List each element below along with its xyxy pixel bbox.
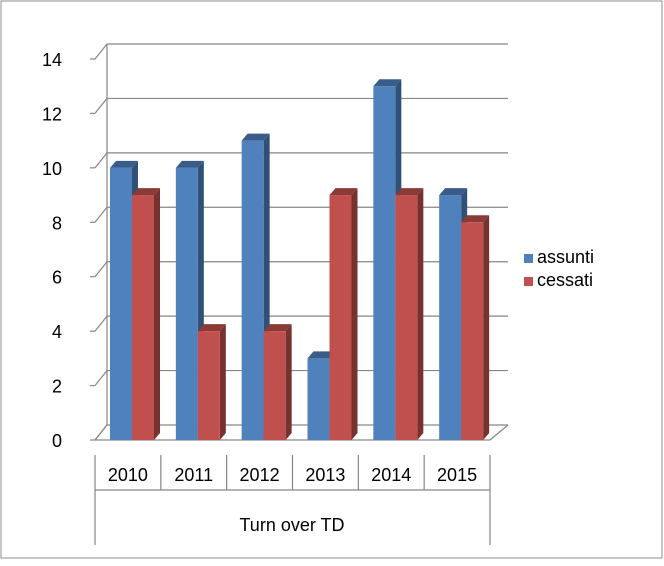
bar-front: [175, 167, 198, 440]
gridline-depth: [94, 43, 108, 60]
y-tick-label: 0: [52, 431, 62, 451]
bar-top: [329, 188, 358, 196]
bar-cessati-2014: [395, 188, 424, 440]
bar-side: [417, 188, 424, 440]
bar-side: [154, 188, 160, 440]
y-tick-label: 2: [52, 377, 62, 397]
y-tick-label: 8: [52, 213, 62, 233]
y-tick-label: 12: [42, 104, 62, 124]
gridline-depth: [94, 152, 108, 169]
y-tick-label: 14: [42, 50, 62, 70]
bar-top: [241, 133, 270, 141]
legend-label-assunti: assunti: [537, 247, 594, 267]
bar-top: [263, 324, 292, 332]
bar-cessati-2012: [263, 324, 292, 440]
bar-top: [110, 160, 138, 168]
bar-cessati-2013: [329, 188, 358, 440]
bar-front: [110, 167, 132, 440]
bar-side: [483, 215, 490, 440]
x-category-label: 2013: [305, 465, 345, 485]
bar-top: [197, 324, 226, 332]
legend-label-cessati: cessati: [537, 270, 593, 290]
bar-front: [439, 195, 462, 440]
bar-top: [132, 188, 160, 196]
gridline-depth: [94, 315, 108, 332]
category-table: Turn over TD 2010 2011 2012 2013 2014 2015: [94, 455, 491, 545]
legend-swatch-cessati: [524, 277, 533, 286]
bar-side: [351, 188, 358, 440]
bar-front: [461, 222, 484, 440]
legend: assunti cessati: [524, 247, 594, 290]
bar-top: [307, 351, 336, 359]
bar-cessati-2011: [197, 324, 226, 440]
legend-swatch-assunti: [524, 254, 533, 263]
y-tick-label: 10: [42, 159, 62, 179]
gridline-depth: [94, 370, 108, 386]
bar-top: [461, 215, 490, 223]
x-category-label: 2011: [174, 465, 213, 485]
bar-top: [395, 188, 424, 196]
bar-front: [241, 140, 264, 440]
bar-front: [395, 195, 418, 440]
bar-side: [219, 324, 226, 440]
bar-front: [329, 195, 352, 440]
bar-cessati-2010: [132, 188, 160, 440]
bar-front: [197, 331, 220, 440]
gridline-depth: [94, 98, 108, 114]
group-label: Turn over TD: [239, 515, 344, 535]
bar-top: [373, 79, 402, 87]
bar-front: [307, 358, 330, 440]
x-category-label: 2014: [371, 465, 411, 485]
bar-side: [285, 324, 292, 440]
x-category-label: 2012: [240, 465, 280, 485]
floor-right-edge: [489, 424, 509, 441]
gridline-depth: [94, 206, 108, 223]
bar-front: [132, 195, 154, 440]
bar-top: [439, 188, 468, 196]
y-tick-label: 4: [52, 322, 62, 342]
bars: [110, 79, 490, 440]
gridline-depth: [94, 261, 108, 278]
y-tick-label: 6: [52, 268, 62, 288]
gridline-depth: [94, 424, 108, 441]
x-category-label: 2010: [108, 465, 148, 485]
bar-front: [263, 331, 286, 440]
bar-top: [175, 160, 204, 168]
x-category-label: 2015: [437, 465, 477, 485]
y-tick-labels: 0 2 4 6 8 10 12 14: [42, 50, 62, 451]
bar-cessati-2015: [461, 215, 490, 440]
bar-front: [373, 86, 396, 440]
